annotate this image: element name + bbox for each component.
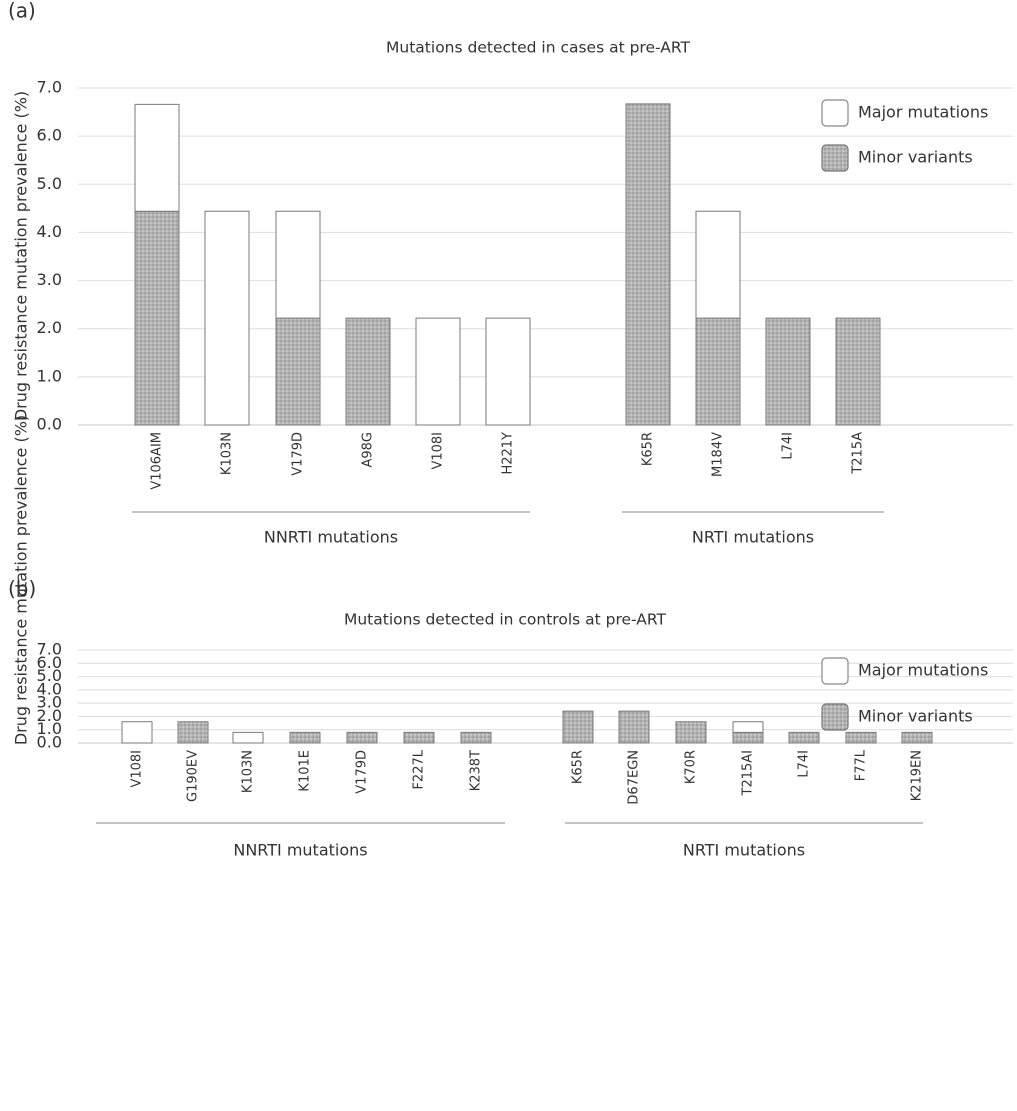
chart-title: Mutations detected in controls at pre-AR… (344, 611, 667, 629)
x-tick-label: F227L (412, 749, 427, 789)
bar-minor-k219en (901, 731, 933, 744)
group-label: NNRTI mutations (264, 528, 398, 547)
x-tick-label: K103N (220, 432, 235, 475)
x-tick-label: K238T (469, 750, 484, 791)
y-tick-label: 4.0 (37, 222, 62, 241)
group-label: NRTI mutations (683, 841, 805, 860)
x-tick-label: V106AIM (150, 432, 165, 490)
x-tick-label: V179D (355, 750, 370, 794)
x-tick-label: F77L (854, 749, 869, 781)
bar-major-v108i (121, 721, 153, 744)
y-tick-label: 3.0 (37, 693, 62, 712)
bar-minor-f227l (403, 731, 435, 744)
legend-label-minor: Minor variants (858, 148, 973, 167)
x-tick-label: A98G (361, 432, 376, 468)
legend-label-major: Major mutations (858, 103, 988, 122)
y-tick-label: 4.0 (37, 679, 62, 698)
y-tick-label: 6.0 (37, 653, 62, 672)
x-tick-label: M184V (711, 432, 726, 477)
bar-minor-k65r (625, 103, 671, 426)
bar-major-h221y (485, 317, 531, 426)
x-tick-label: D67EGN (627, 750, 642, 805)
x-tick-label: V108I (431, 432, 446, 470)
bar-minor-t215ai (732, 731, 764, 744)
legend-swatch-major (821, 99, 849, 127)
bar-major-m184v (695, 210, 741, 319)
bar-minor-l74i (765, 317, 811, 426)
x-tick-label: T215A (851, 432, 866, 475)
bar-minor-v106aim (134, 210, 180, 426)
legend-swatch-minor (821, 703, 849, 731)
y-tick-label: 1.0 (37, 366, 62, 385)
bar-major-v108i (415, 317, 461, 426)
bar-minor-d67egn (618, 710, 650, 744)
panel-label: (a) (8, 0, 36, 23)
bar-minor-v179d (275, 317, 321, 426)
bar-minor-k101e (289, 731, 321, 744)
x-tick-label: L74I (797, 750, 812, 778)
legend-label-major: Major mutations (858, 661, 988, 680)
y-tick-label: 2.0 (37, 706, 62, 725)
y-tick-label: 7.0 (37, 78, 62, 97)
x-tick-label: V179D (291, 432, 306, 476)
bar-minor-k238t (460, 731, 492, 744)
y-axis-label: Drug resistance mutation prevalence (%) (12, 91, 31, 421)
y-tick-label: 1.0 (37, 719, 62, 738)
bar-minor-t215a (835, 317, 881, 426)
bar-minor-a98g (345, 317, 391, 426)
bar-minor-f77l (845, 731, 877, 744)
legend-swatch-minor (821, 144, 849, 172)
x-tick-label: G190EV (186, 750, 201, 802)
y-tick-label: 3.0 (37, 270, 62, 289)
chart-title: Mutations detected in cases at pre-ART (386, 39, 690, 57)
bar-major-t215ai (732, 721, 764, 733)
y-axis-label: Drug resistance mutation prevalence (%) (12, 415, 31, 745)
group-label: NRTI mutations (692, 528, 814, 547)
bar-minor-l74i (788, 731, 820, 744)
x-tick-label: K65R (641, 432, 656, 466)
y-tick-label: 7.0 (37, 640, 62, 659)
bar-minor-k65r (562, 710, 594, 744)
y-tick-label: 5.0 (37, 666, 62, 685)
bar-minor-v179d (346, 731, 378, 744)
bar-major-v106aim (134, 103, 180, 212)
group-label: NNRTI mutations (233, 841, 367, 860)
bar-major-k103n (204, 210, 250, 426)
y-tick-label: 2.0 (37, 318, 62, 337)
y-tick-label: 0.0 (37, 733, 62, 752)
legend-swatch-major (821, 657, 849, 685)
legend-label-minor: Minor variants (858, 707, 973, 726)
x-tick-label: K101E (298, 750, 313, 792)
bar-minor-m184v (695, 317, 741, 426)
panel-label: (b) (8, 577, 36, 601)
x-tick-label: K70R (684, 750, 699, 784)
y-tick-label: 0.0 (37, 415, 62, 434)
bar-major-v179d (275, 210, 321, 319)
x-tick-label: T215AI (741, 750, 756, 796)
x-tick-label: K65R (571, 750, 586, 784)
y-tick-label: 6.0 (37, 126, 62, 145)
bar-major-k103n (232, 731, 264, 744)
bar-minor-g190ev (177, 721, 209, 744)
x-tick-label: K103N (241, 750, 256, 793)
x-tick-label: H221Y (501, 432, 516, 475)
y-tick-label: 5.0 (37, 174, 62, 193)
x-tick-label: K219EN (910, 750, 925, 801)
x-tick-label: V108I (130, 750, 145, 788)
chart-panel-a: (a) Mutations detected in cases at pre-AR… (8, 0, 1013, 547)
x-tick-label: L74I (781, 432, 796, 460)
bar-minor-k70r (675, 721, 707, 744)
chart-panel-b: (b) Mutations detected in controls at pre… (8, 415, 1013, 860)
